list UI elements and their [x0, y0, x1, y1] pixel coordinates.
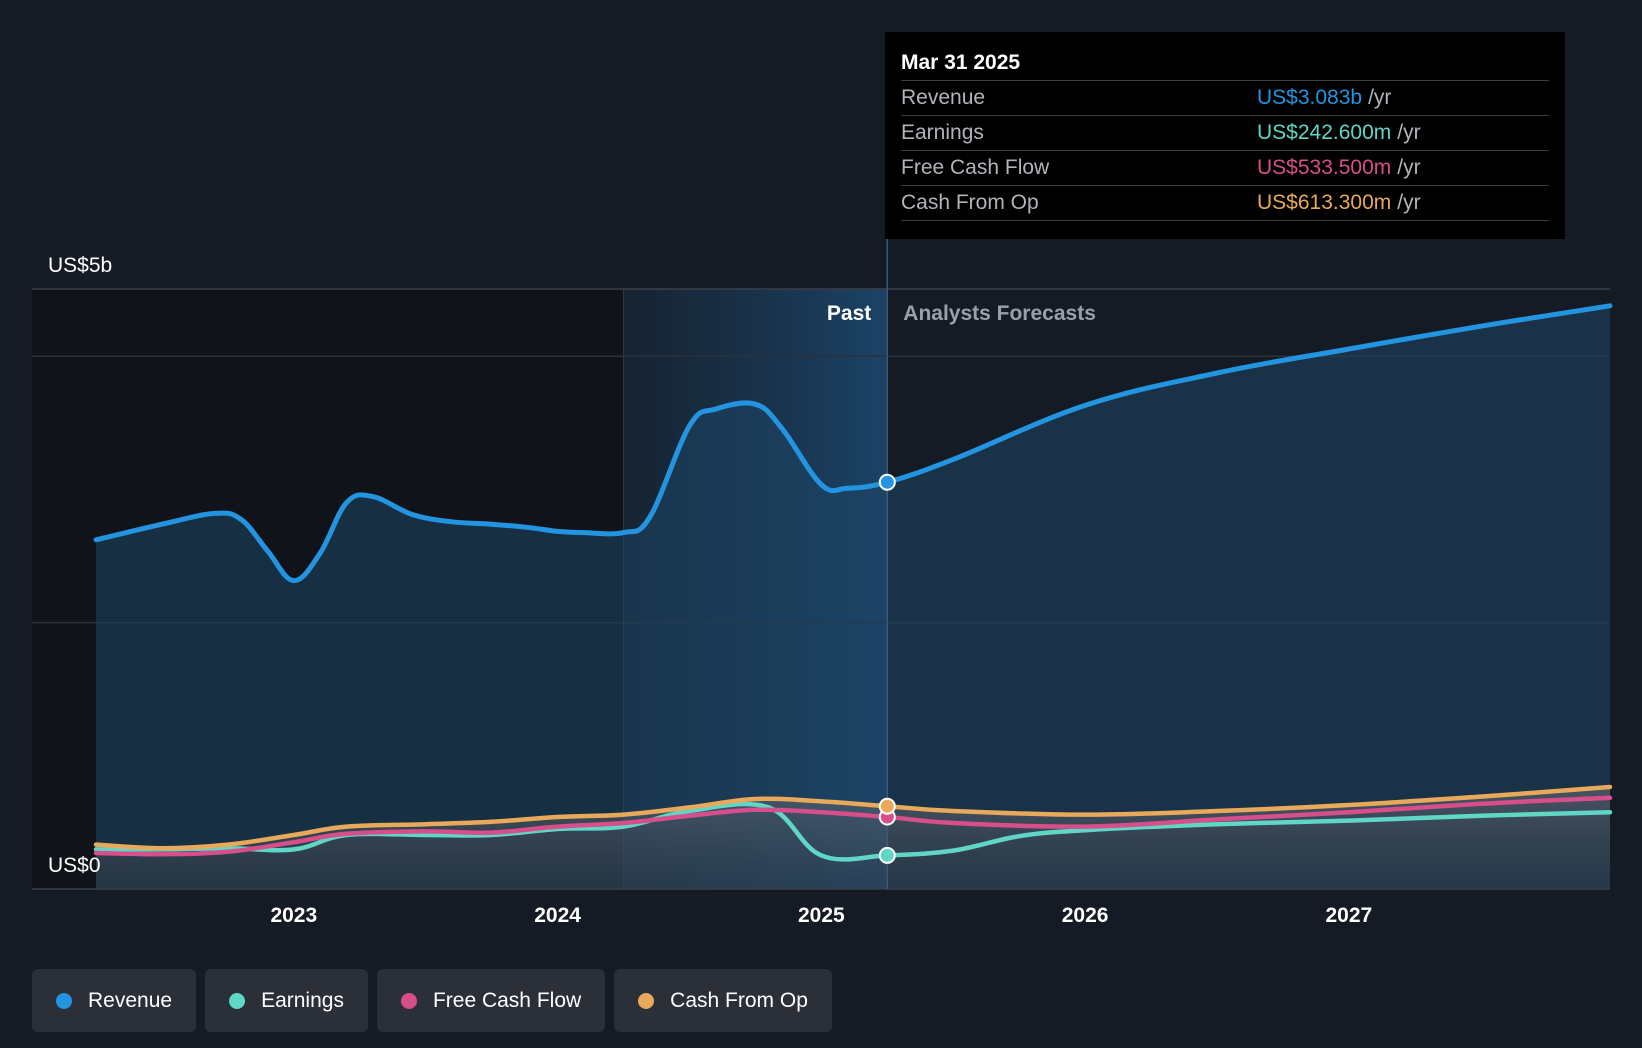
x-tick-label: 2024 [534, 904, 581, 927]
x-tick-label: 2025 [798, 904, 845, 927]
legend: Revenue Earnings Free Cash Flow Cash Fro… [32, 969, 832, 1032]
legend-dot-icon [638, 992, 655, 1009]
tooltip: Mar 31 2025 Revenue US$3.083b /yr Earnin… [885, 32, 1565, 239]
x-tick-label: 2027 [1326, 904, 1373, 927]
legend-item-cash-from-op[interactable]: Cash From Op [614, 969, 832, 1032]
tooltip-unit: /yr [1397, 121, 1421, 144]
tooltip-row-cash-from-op: Cash From Op US$613.300m /yr [901, 186, 1549, 221]
revenue-area [96, 305, 1610, 889]
legend-label: Free Cash Flow [432, 988, 582, 1012]
tooltip-row-free-cash-flow: Free Cash Flow US$533.500m /yr [901, 151, 1549, 186]
tooltip-label: Revenue [901, 86, 986, 109]
series-line-earnings [93, 801, 1613, 862]
x-tick-label: 2023 [270, 904, 317, 927]
series-line-cash-from-op [93, 784, 1613, 851]
tooltip-value: US$613.300m [1257, 191, 1392, 214]
series-line-revenue [93, 303, 1613, 584]
tooltip-date: Mar 31 2025 [901, 46, 1549, 81]
tooltip-value: US$242.600m [1257, 121, 1392, 144]
legend-label: Earnings [261, 988, 344, 1012]
x-tick-label: 2026 [1062, 904, 1109, 927]
legend-dot-icon [400, 992, 417, 1009]
tooltip-label: Free Cash Flow [901, 156, 1050, 179]
legend-label: Cash From Op [670, 988, 808, 1012]
legend-dot-icon [56, 992, 72, 1009]
past-label: Past [827, 302, 871, 325]
marker-cash-from-op [878, 797, 896, 815]
y-axis-bottom-label: US$0 [48, 854, 101, 877]
tooltip-unit: /yr [1397, 156, 1421, 179]
tooltip-label: Earnings [901, 121, 984, 144]
tooltip-label: Cash From Op [901, 191, 1039, 214]
tooltip-value: US$533.500m [1257, 156, 1392, 179]
marker-earnings [878, 846, 896, 864]
legend-label: Revenue [88, 988, 173, 1012]
legend-item-revenue[interactable]: Revenue [32, 969, 197, 1032]
legend-dot-icon [229, 992, 246, 1009]
tooltip-unit: /yr [1368, 86, 1392, 109]
series-line-free-cash-flow [93, 795, 1613, 857]
y-axis-top-label: US$5b [48, 254, 112, 277]
legend-item-earnings[interactable]: Earnings [205, 969, 368, 1032]
tooltip-value: US$3.083b [1257, 86, 1363, 109]
tooltip-row-earnings: Earnings US$242.600m /yr [901, 116, 1549, 151]
forecast-label: Analysts Forecasts [903, 302, 1096, 325]
legend-item-free-cash-flow[interactable]: Free Cash Flow [376, 969, 606, 1032]
marker-revenue [878, 473, 896, 491]
tooltip-unit: /yr [1397, 191, 1421, 214]
tooltip-row-revenue: Revenue US$3.083b /yr [901, 81, 1549, 116]
